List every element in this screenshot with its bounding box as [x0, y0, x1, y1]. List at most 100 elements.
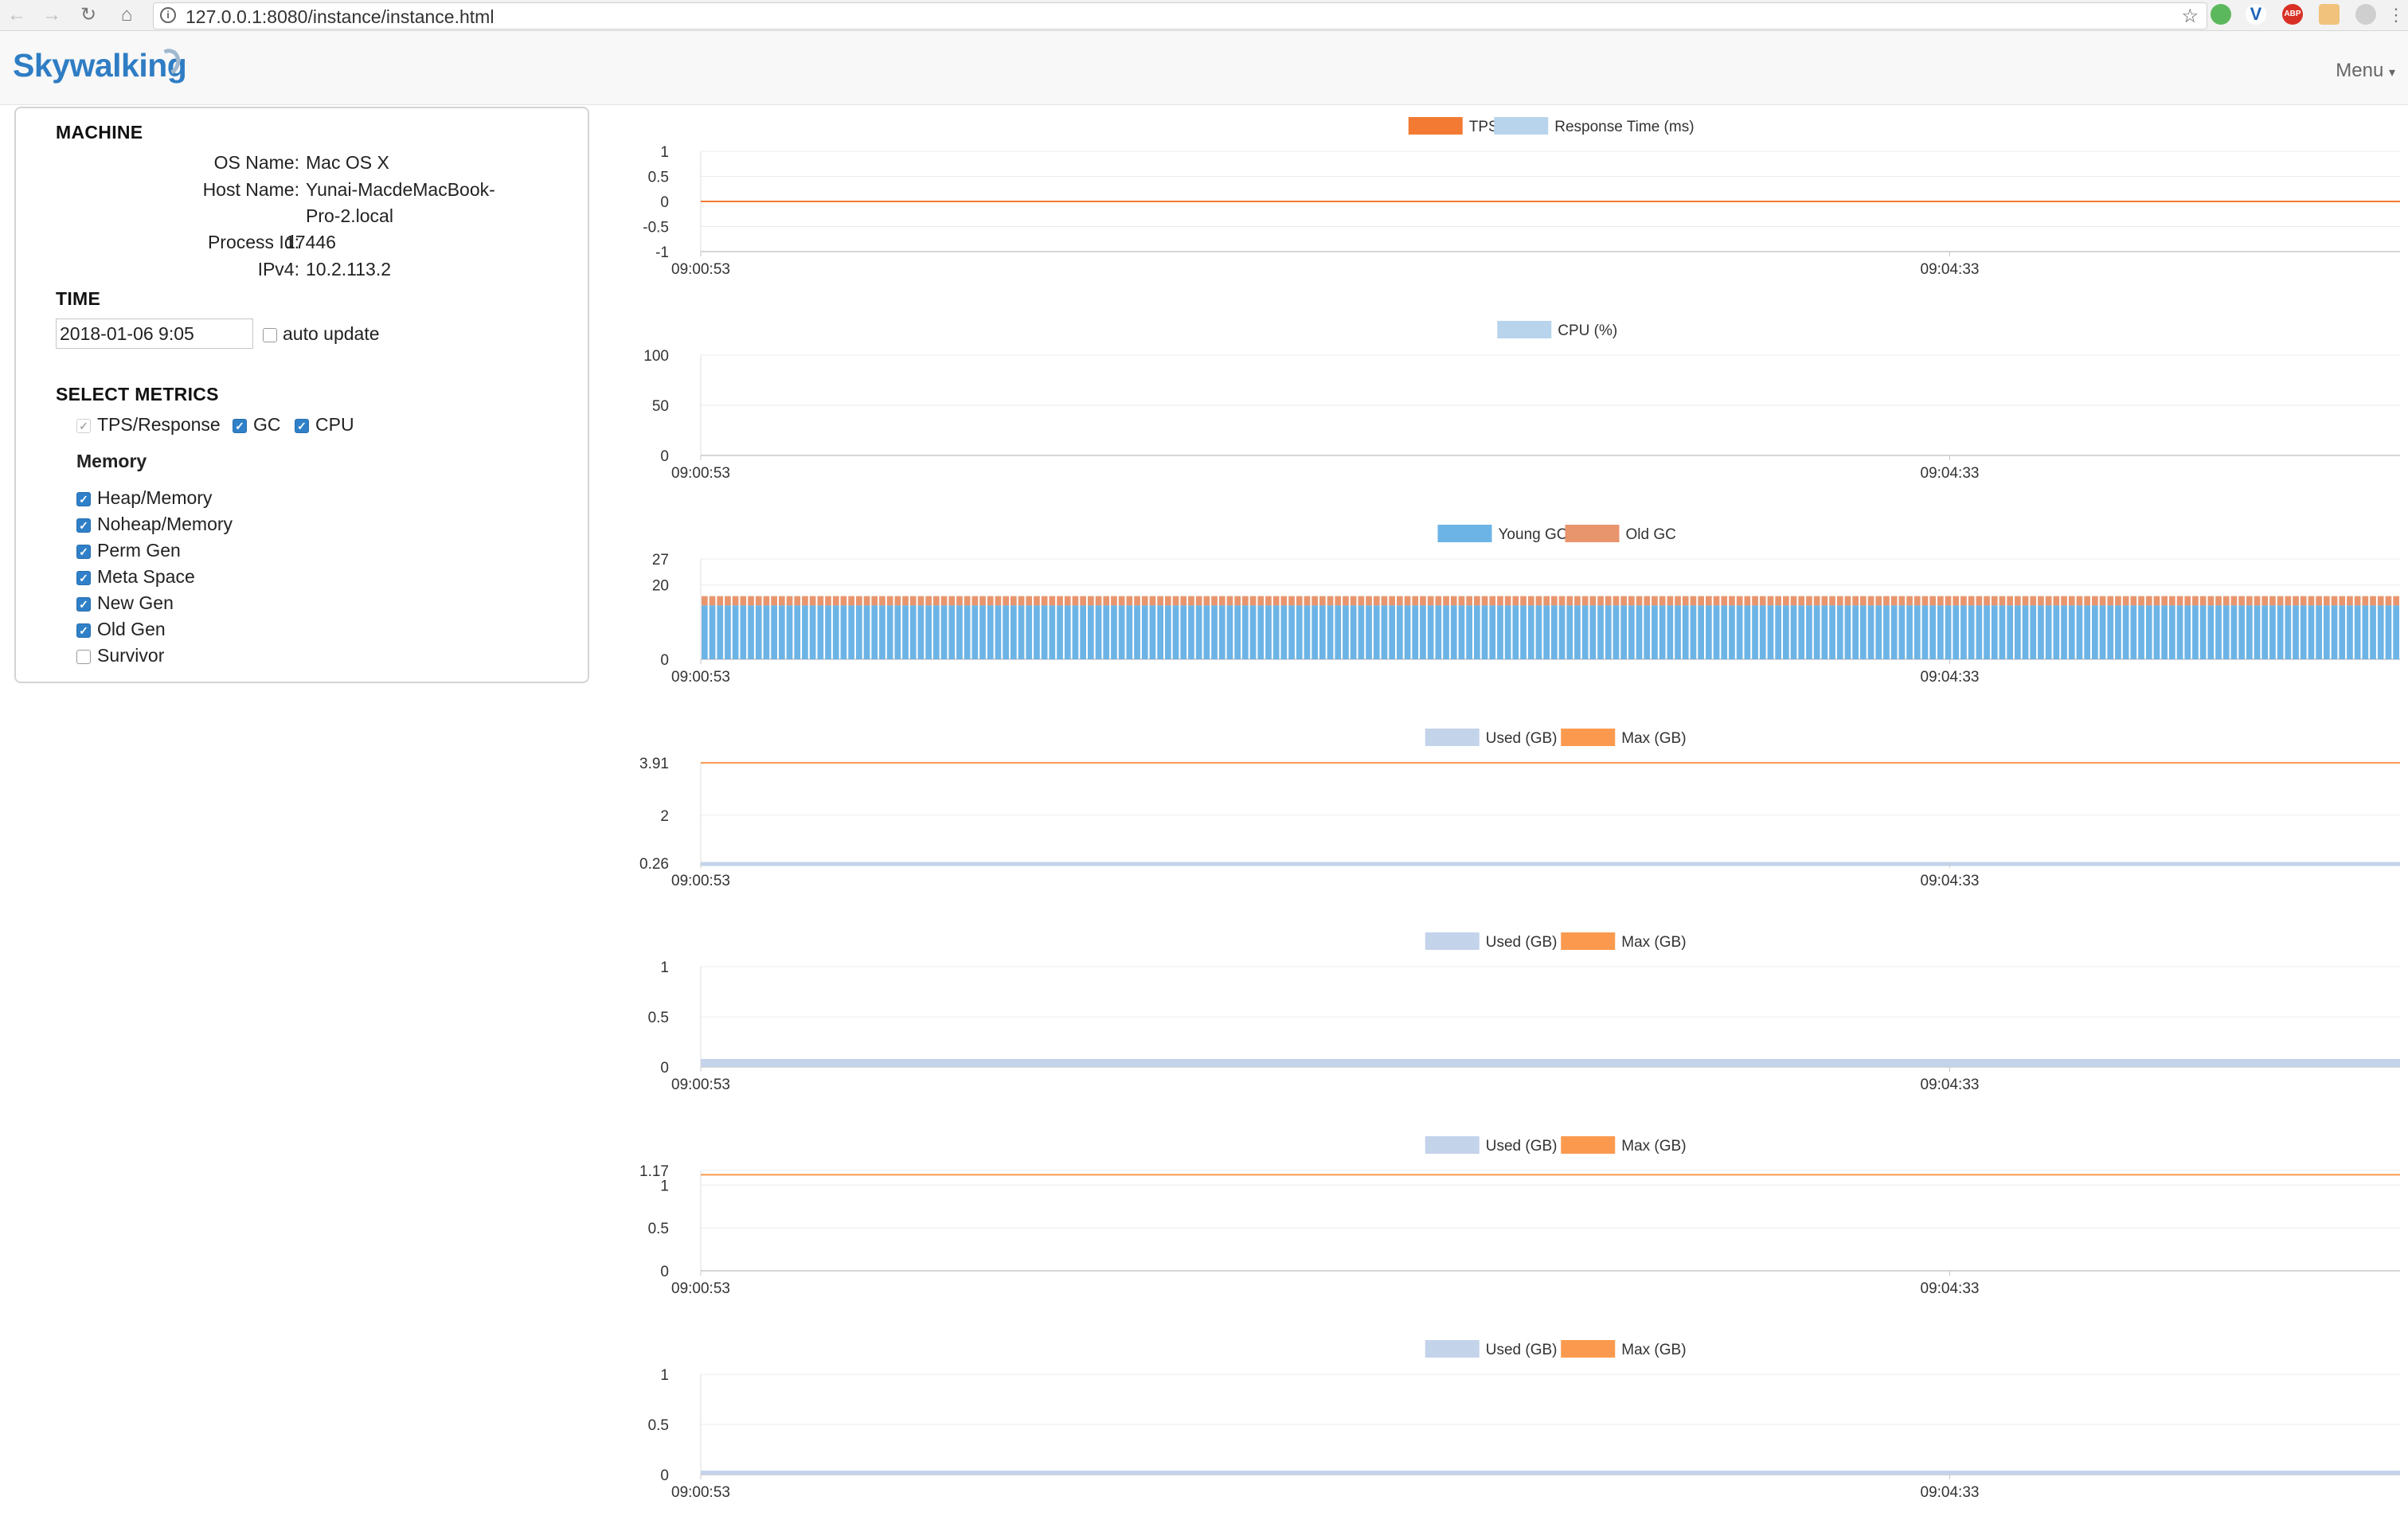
old-gc-bar	[1389, 596, 1395, 606]
chart-1[interactable]: TPS Response Time (ms) 1 0.5 0 -0.5 -109:00:53…	[629, 110, 2408, 301]
young-gc-bar	[956, 605, 963, 659]
young-gc-bar	[2192, 605, 2199, 659]
old-gc-bar	[1064, 596, 1071, 606]
old-gen-checkbox[interactable]: ✓	[76, 623, 91, 638]
cpu-label: CPU	[315, 414, 354, 435]
chart-3[interactable]: Young GC Old GC 27 20 009:00:53 09:04:33	[629, 518, 2408, 709]
young-gc-bar	[917, 605, 924, 659]
x-tick-label: 09:00:53	[671, 1484, 730, 1501]
young-gc-bar	[1458, 605, 1465, 659]
old-gc-bar	[1350, 596, 1357, 606]
noheap-memory-checkbox[interactable]: ✓	[76, 518, 91, 533]
chart-7[interactable]: Used (GB) Max (GB) 1 0.5 009:00:53 09:04:33	[629, 1333, 2408, 1524]
auto-update-checkbox[interactable]	[263, 328, 277, 342]
old-gc-bar	[2277, 596, 2284, 606]
old-gc-bar	[1775, 596, 1781, 606]
caret-down-icon: ▾	[2388, 66, 2395, 80]
old-gc-bar	[1057, 596, 1063, 606]
gc-checkbox[interactable]: ✓	[233, 419, 247, 433]
old-gc-bar	[1312, 596, 1318, 606]
skywalking-logo[interactable]: Skywalking	[13, 47, 187, 84]
young-gc-bar	[1327, 605, 1334, 659]
young-gc-bar	[1612, 605, 1620, 659]
y-tick-label: 0	[660, 1264, 669, 1280]
address-bar[interactable]: i 127.0.0.1:8080/instance/instance.html …	[153, 2, 2207, 29]
young-gc-bar	[1566, 605, 1573, 659]
x-tick-label: 09:04:33	[1921, 465, 1980, 482]
old-gc-bar	[2300, 596, 2307, 606]
old-gc-bar	[2354, 596, 2361, 606]
home-icon[interactable]: ⌂	[120, 4, 133, 25]
time-input[interactable]	[56, 318, 253, 349]
young-gc-bar	[1373, 605, 1380, 659]
young-gc-bar	[1497, 605, 1503, 659]
memory-item-label: Perm Gen	[97, 540, 181, 561]
old-gc-bar	[1373, 596, 1380, 606]
y-tick-label: 100	[643, 348, 669, 365]
old-gc-bar	[1157, 596, 1163, 606]
young-gc-bar	[1574, 605, 1581, 659]
new-gen-checkbox[interactable]: ✓	[76, 597, 91, 612]
old-gc-bar	[779, 596, 785, 606]
x-tick-label: 09:04:33	[1921, 873, 1980, 889]
y-tick-label: 0	[660, 1467, 669, 1484]
survivor-checkbox[interactable]	[76, 650, 91, 664]
old-gc-bar	[2161, 596, 2168, 606]
grey-extension-icon[interactable]	[2355, 4, 2376, 25]
young-gc-bar	[1729, 605, 1735, 659]
old-gc-bar	[917, 596, 924, 606]
old-gc-bar	[1319, 596, 1326, 606]
menu-dropdown[interactable]: Menu ▾	[2336, 60, 2395, 82]
old-gc-bar	[2222, 596, 2230, 606]
young-gc-bar	[1968, 605, 1975, 659]
back-arrow-icon[interactable]: ←	[7, 4, 26, 25]
info-icon[interactable]: i	[160, 7, 176, 23]
perm-gen-checkbox[interactable]: ✓	[76, 545, 91, 559]
adblock-extension-icon[interactable]: ABP	[2282, 4, 2303, 25]
os-name-label: OS Name:	[213, 152, 299, 173]
legend-label: TPS	[1469, 119, 1499, 135]
old-gc-bar	[1675, 596, 1681, 606]
app-header: Skywalking Menu ▾	[0, 31, 2408, 105]
reload-icon[interactable]: ↻	[80, 4, 97, 25]
legend-swatch	[1565, 525, 1620, 542]
old-gc-bar	[1211, 596, 1218, 606]
avatar-extension-icon[interactable]	[2319, 4, 2340, 25]
old-gc-bar	[1203, 596, 1210, 606]
chart-5[interactable]: Used (GB) Max (GB) 1 0.5 009:00:53 09:04:33	[629, 925, 2408, 1116]
young-gc-bar	[709, 605, 716, 659]
old-gc-bar	[1335, 596, 1342, 606]
old-gc-bar	[2215, 596, 2222, 606]
old-gc-bar	[1929, 596, 1936, 606]
browser-menu-icon[interactable]: ⋮	[2387, 5, 2405, 25]
old-gc-bar	[879, 596, 885, 606]
heap-memory-checkbox[interactable]: ✓	[76, 492, 91, 506]
young-gc-bar	[1953, 605, 1960, 659]
old-gc-bar	[1134, 596, 1140, 606]
old-gc-bar	[2115, 596, 2121, 606]
x-tick-label: 09:00:53	[671, 669, 730, 686]
old-gc-bar	[1852, 596, 1859, 606]
old-gc-bar	[1280, 596, 1288, 606]
old-gc-bar	[2308, 596, 2315, 606]
old-gc-bar	[1172, 596, 1179, 606]
young-gc-bar	[1195, 605, 1202, 659]
cpu-checkbox[interactable]: ✓	[295, 419, 309, 433]
legend-label: Used (GB)	[1486, 1342, 1558, 1358]
v-extension-icon[interactable]: V	[2246, 4, 2266, 25]
machine-title: MACHINE	[56, 122, 143, 143]
chart-6[interactable]: Used (GB) Max (GB) 1.171 0.5 009:00:53 09:04:…	[629, 1129, 2408, 1320]
old-gc-bar	[1759, 596, 1766, 606]
old-gc-bar	[1427, 596, 1434, 606]
bookmark-star-icon[interactable]: ☆	[2181, 6, 2199, 27]
chart-2[interactable]: CPU (%) 100 50 009:00:53 09:04:33	[629, 314, 2408, 505]
young-gc-bar	[1945, 605, 1952, 659]
young-gc-bar	[2115, 605, 2121, 659]
legend-label: Max (GB)	[1621, 1138, 1686, 1155]
green-extension-icon[interactable]	[2211, 4, 2231, 25]
url-text[interactable]: 127.0.0.1:8080/instance/instance.html	[186, 6, 494, 27]
meta-space-checkbox[interactable]: ✓	[76, 571, 91, 585]
tps-response-checkbox[interactable]: ✓	[76, 419, 91, 433]
forward-arrow-icon[interactable]: →	[42, 4, 61, 25]
